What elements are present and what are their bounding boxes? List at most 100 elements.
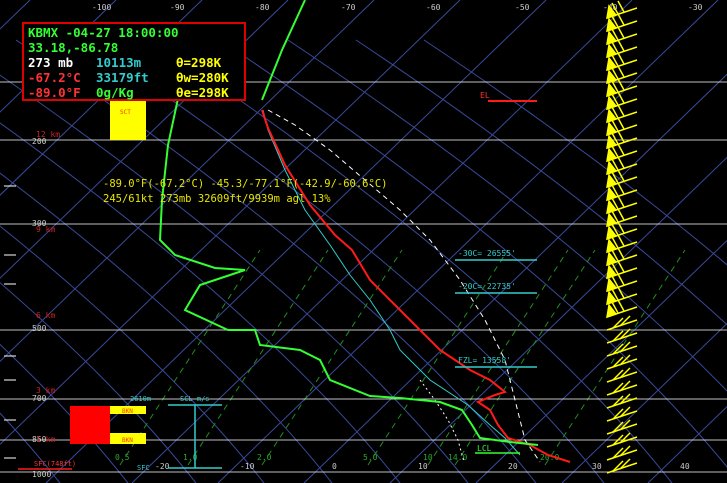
wind-barb-feather [617,234,625,247]
dry-adiabat-line [355,39,727,326]
isotherm-line [303,73,727,483]
wind-barb-feather [617,299,625,312]
cloud-bkn2-label: BKN [122,437,133,444]
wind-barb-flag [606,303,618,319]
wind-barb-feather [619,458,631,470]
height-label: 9 km [36,225,55,234]
wind-barb-feather [611,275,619,288]
wind-barb [606,299,638,319]
wind-barb [606,315,638,331]
wind-barb-feather [617,39,625,52]
wind-barb [606,156,638,176]
bottom-temp-label: 40 [680,462,690,471]
height-m-readout: 10113m [96,55,142,70]
bracket-label-left: 2610m [130,395,151,403]
wind-barb [606,195,638,215]
wind-barb [606,367,638,383]
pressure-readout: 273 mb [28,55,74,70]
isotherm-line [389,156,727,483]
dewpoint-profile [261,0,306,101]
wind-barb [606,445,638,461]
wind-barb [606,260,638,280]
wind-barb-feather [619,354,631,366]
wind-barb-feather [619,367,631,379]
bottom-temp-labels: -20 -10 0 10 20 30 40 [155,462,690,471]
wind-barb-feather [619,328,631,340]
dewpoint-profile-lower [158,79,539,446]
wind-barb-feather [617,52,625,65]
wind-barb-feather [611,145,619,158]
wind-barb-feather [611,158,619,171]
wind-barb-feather [611,15,619,28]
wind-barb-feather [612,434,624,446]
wind-barb-feather [612,330,624,342]
parcel-trace [267,109,541,463]
bottom-temp-label: 10 [418,462,428,471]
wind-barb [606,143,638,163]
wind-barb [606,26,638,46]
wind-barb-feather [611,2,619,15]
bracket-label-mid: SCL m/s [180,395,210,403]
cursor-info-line2: 245/61kt 273mb 32609ft/9939m agl 13% [103,193,331,205]
height-label: 6 km [36,311,55,320]
wind-barb [606,182,638,202]
mixing-ratio-line [427,249,569,466]
m20-label: -20C= 22735' [458,282,516,291]
cursor-readout-panel: KBMX -04-27 18:00:00 33.18,-86.78 273 mb… [22,22,246,101]
height-label: 1 km [36,435,55,444]
wind-barb [606,286,638,306]
wind-barb [606,328,638,344]
cursor-info-line1: -89.0°F(-67.2°C) -45.3/-77.1°F(-42.9/-60… [103,178,387,190]
wind-barb [606,65,638,85]
temp-f-readout: -89.0°F [28,85,81,100]
wind-barb-feather [611,301,619,314]
top-temp-label: -30 [688,3,703,12]
top-temp-label: -60 [426,3,441,12]
mixing-ratio-label: 20.0 [540,453,559,462]
wind-barb [606,13,638,33]
wind-barb [606,458,638,474]
wind-barb-feather [612,408,624,420]
wind-barb-feather [611,171,619,184]
cloud-bkn2-block [110,433,146,444]
bottom-temp-label: -10 [240,462,255,471]
wind-barb-feather [619,432,631,444]
wind-barb-feather [612,343,624,355]
mixing-ratio-labels: 0.5 1.0 2.0 5.0 10 14.0 20.0 [115,453,559,462]
height-labels: 12 km 9 km 6 km 3 km 1 km [36,130,60,444]
theta-readout: θ=298K [176,55,222,70]
wind-barb-feather [619,419,631,431]
mixing-ratio-line [119,249,261,466]
wind-barb-feather [612,382,624,394]
wind-barb [606,234,638,254]
wind-barb-feather [617,195,625,208]
wind-barb-feather [612,421,624,433]
pressure-label: 500 [32,324,47,333]
wind-barb [606,247,638,267]
height-label: 12 km [36,130,60,139]
wind-barb-feather [617,130,625,143]
sfc-label-left: SFC [137,464,150,472]
wind-barb-feather [617,143,625,156]
wind-barb-feather [617,273,625,286]
top-temp-label: -50 [515,3,530,12]
top-temp-label: -80 [255,3,270,12]
bottom-temp-label: 0 [332,462,337,471]
scale-bracket [168,404,222,469]
mixing-ratio-line [187,249,329,466]
wind-barb-feather [611,184,619,197]
wind-barb-feather [617,65,625,78]
pressure-labels: 200 300 500 700 850 1000 [32,137,51,479]
cloud-bkn1-label: BKN [122,408,133,415]
cloud-bkn1-block [110,406,146,414]
wind-barb-feather [617,104,625,117]
wind-barb-feather [619,315,631,327]
dry-adiabat-line [287,39,727,392]
isotherm-line [475,239,727,483]
pressure-label: 300 [32,219,47,228]
bottom-temp-label: 20 [508,462,518,471]
mixing-ratio-label: 14.0 [448,453,467,462]
wind-barb-feather [617,78,625,91]
